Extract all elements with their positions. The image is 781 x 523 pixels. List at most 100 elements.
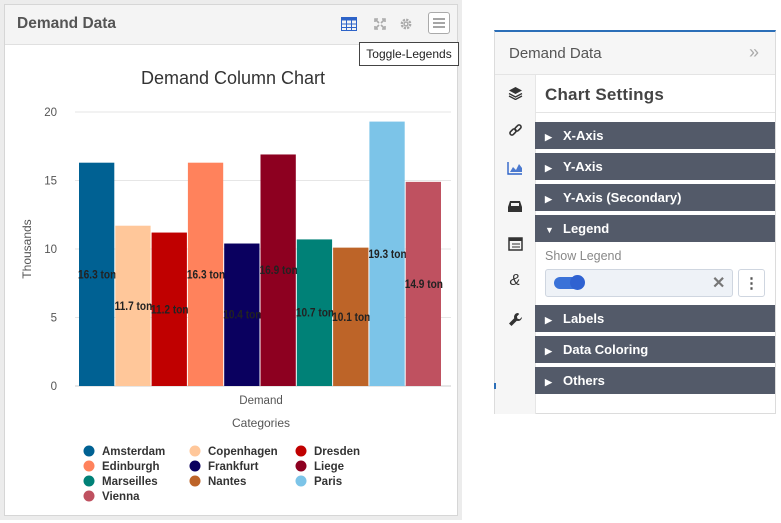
legend-marker [295, 445, 307, 457]
section-label: Y-Axis [563, 159, 603, 174]
data-label: 19.3 ton [368, 248, 406, 261]
table-icon[interactable] [339, 14, 359, 34]
bar [115, 225, 151, 386]
settings-rail: & [495, 75, 536, 414]
caret-right-icon: ▶ [545, 194, 552, 204]
legend-marker [295, 475, 307, 487]
menu-button[interactable] [428, 12, 450, 34]
data-label: 10.1 ton [332, 311, 370, 324]
y-tick-label: 15 [44, 176, 57, 188]
data-label: 16.9 ton [260, 265, 298, 278]
y-tick-label: 5 [51, 313, 57, 325]
section-y-axis[interactable]: ▶ Y-Axis [535, 153, 775, 180]
legend-marker [189, 460, 201, 472]
divider [535, 112, 775, 113]
legend-item: Edinburgh [102, 461, 160, 473]
layers-icon[interactable] [505, 83, 525, 103]
section-label: Labels [563, 311, 605, 326]
news-icon[interactable] [505, 234, 525, 254]
section-label: Others [563, 373, 605, 388]
bar [333, 247, 369, 386]
toggle-legends-tooltip: Toggle-Legends [359, 42, 459, 66]
bar [260, 154, 296, 386]
section-legend[interactable]: ▼ Legend [535, 215, 775, 242]
section-label: Y-Axis (Secondary) [563, 190, 682, 205]
x-tick-label: Demand [239, 395, 282, 407]
section-labels[interactable]: ▶ Labels [535, 305, 775, 332]
section-label: Data Coloring [563, 342, 649, 357]
y-axis-label: Thousands [20, 219, 34, 278]
legend-item: Nantes [208, 476, 246, 488]
widget-header: Demand Data [5, 5, 457, 45]
link-icon[interactable] [505, 120, 525, 140]
chart-title: Demand Column Chart [141, 68, 325, 88]
chart-widget: Demand Data [4, 4, 458, 516]
legend-item: Marseilles [102, 476, 158, 488]
data-label: 10.4 ton [223, 309, 261, 322]
legend-item: Amsterdam [102, 446, 165, 458]
widget-title: Demand Data [17, 15, 117, 32]
legend-item: Dresden [314, 446, 360, 458]
legend-marker [83, 460, 95, 472]
legend-marker [83, 475, 95, 487]
gear-icon[interactable] [396, 14, 416, 34]
caret-right-icon: ▶ [545, 163, 552, 173]
caret-right-icon: ▶ [545, 346, 552, 356]
settings-title: Chart Settings [545, 85, 664, 104]
show-legend-control: ✕ [545, 269, 733, 297]
inbox-icon[interactable] [505, 196, 525, 216]
chart-icon[interactable] [505, 158, 525, 178]
section-label: X-Axis [563, 128, 604, 143]
column-chart: Demand Column Chart 0 5 10 15 20 Thousands 16.3… [20, 68, 451, 503]
bar [224, 243, 260, 386]
legend-item: Vienna [102, 491, 140, 503]
caret-right-icon: ▶ [545, 377, 552, 387]
double-chevron-right-icon[interactable]: » [749, 42, 760, 62]
legend-marker [83, 445, 95, 457]
y-tick-label: 20 [44, 107, 57, 119]
caret-right-icon: ▶ [545, 315, 552, 325]
data-label: 10.7 ton [296, 307, 334, 320]
y-tick-label: 10 [44, 244, 57, 256]
hamburger-icon [433, 18, 445, 28]
section-x-axis[interactable]: ▶ X-Axis [535, 122, 775, 149]
section-y-axis-secondary[interactable]: ▶ Y-Axis (Secondary) [535, 184, 775, 211]
bar [405, 181, 441, 386]
section-others[interactable]: ▶ Others [535, 367, 775, 394]
show-legend-toggle[interactable] [554, 275, 585, 290]
data-label: 16.3 ton [78, 269, 116, 282]
kebab-icon: ⋮ [744, 275, 759, 292]
panel-title: Demand Data [509, 45, 602, 62]
section-data-coloring[interactable]: ▶ Data Coloring [535, 336, 775, 363]
caret-right-icon: ▶ [545, 132, 552, 142]
bar [79, 162, 115, 386]
caret-down-icon: ▼ [545, 225, 554, 235]
y-tick-label: 0 [51, 381, 57, 393]
panel-header: Demand Data » [495, 32, 775, 75]
legend-item: Liege [314, 461, 344, 473]
legend-item: Paris [314, 476, 342, 488]
divider [494, 383, 496, 389]
legend-item: Frankfurt [208, 461, 259, 473]
data-label: 11.2 ton [151, 304, 189, 317]
data-label: 14.9 ton [405, 278, 443, 291]
legend-marker [189, 445, 201, 457]
data-label: 11.7 ton [115, 300, 153, 313]
legend-marker [83, 490, 95, 502]
legend-marker [189, 475, 201, 487]
bar [151, 232, 187, 386]
expand-icon[interactable] [370, 14, 390, 34]
toggle-knob[interactable] [570, 275, 585, 290]
data-label: 16.3 ton [187, 269, 225, 282]
legend-marker [295, 460, 307, 472]
wrench-icon[interactable] [505, 309, 525, 329]
clear-icon[interactable]: ✕ [712, 275, 726, 292]
x-axis-label: Categories [232, 416, 290, 430]
bar [369, 121, 405, 386]
bar [187, 162, 224, 386]
more-options-button[interactable]: ⋮ [738, 269, 765, 297]
ampersand-icon[interactable]: & [509, 272, 521, 289]
show-legend-label: Show Legend [545, 249, 622, 263]
chart-settings-panel: Demand Data » & Chart Settings Show Lege… [494, 30, 776, 414]
bar [296, 239, 333, 386]
